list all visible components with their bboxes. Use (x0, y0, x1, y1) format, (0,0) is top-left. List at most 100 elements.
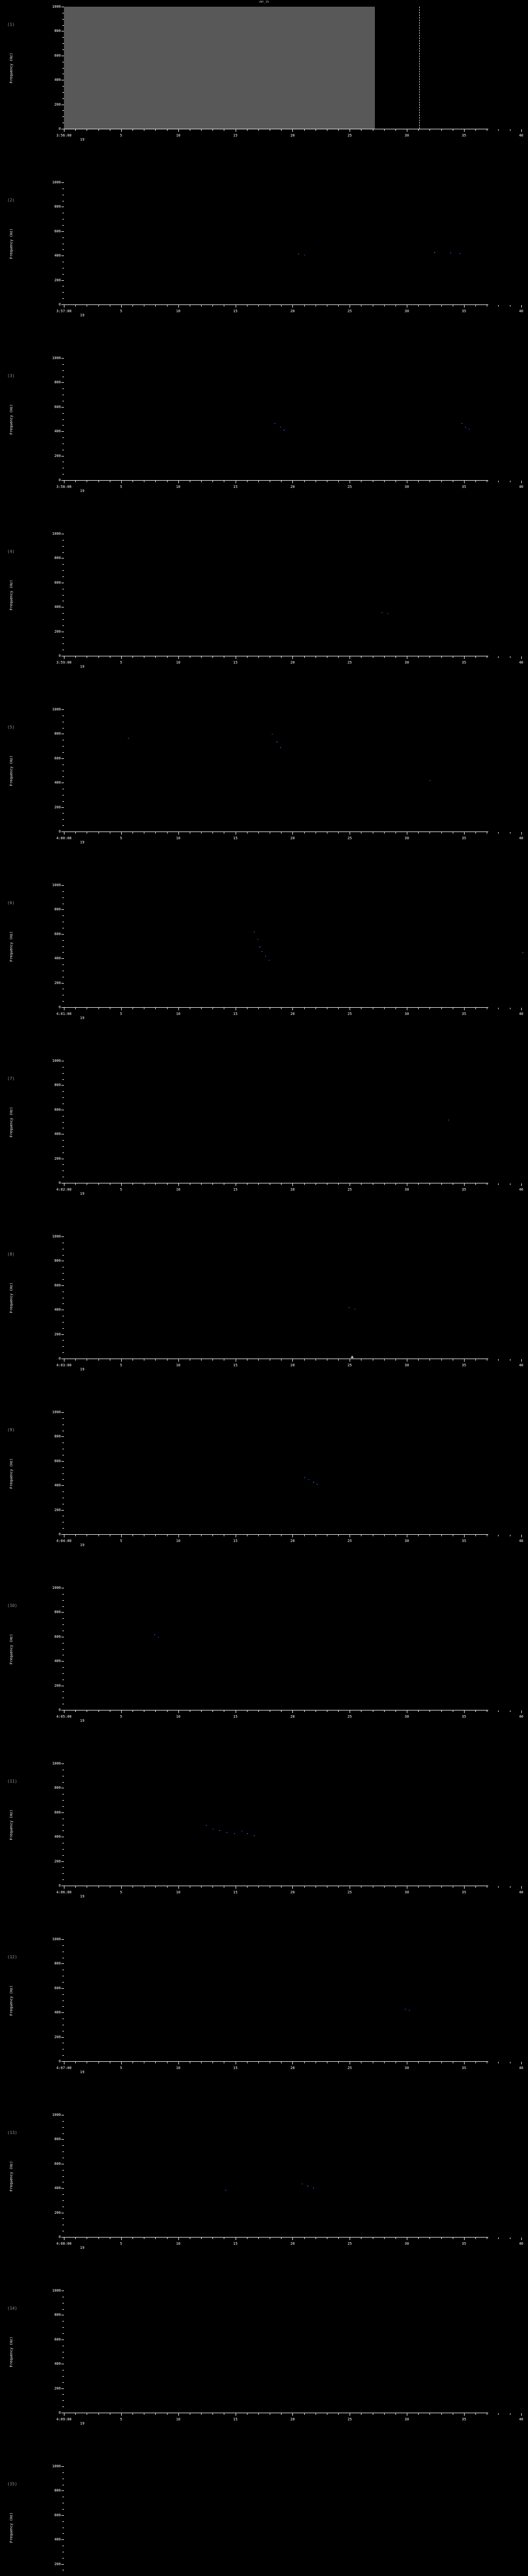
x-tick-label: 30 (404, 1188, 409, 1192)
plot-area[interactable] (64, 1236, 528, 1359)
x-tick-minor (418, 656, 419, 658)
y-tick-minor (62, 2218, 64, 2219)
y-tick-major (61, 1939, 64, 1940)
x-tick-major (178, 2413, 179, 2416)
x-tick-label: 10 (176, 2417, 180, 2421)
x-tick-label: 35 (461, 1363, 467, 1367)
y-tick-label: 400 (54, 2186, 61, 2191)
x-tick-minor (167, 1886, 168, 1888)
plot-area[interactable] (64, 2291, 528, 2413)
y-tick-minor (62, 2333, 64, 2334)
x-tick-label: 10 (176, 2066, 180, 2070)
x-tick-minor (338, 2062, 339, 2063)
x-tick-label-sub: 19 (80, 313, 85, 317)
x-tick-label: 40 (519, 1012, 523, 1016)
x-tick-minor (201, 2062, 202, 2063)
plot-area[interactable] (64, 1588, 528, 1710)
x-tick-minor (498, 1183, 499, 1185)
x-tick-major (292, 2238, 293, 2240)
x-tick-minor (258, 832, 259, 834)
y-tick-label: 1000 (52, 707, 61, 711)
y-tick-minor (62, 1164, 64, 1165)
y-tick-minor (62, 1649, 64, 1650)
x-tick-minor (475, 1886, 476, 1888)
y-tick-major (61, 1510, 64, 1511)
plot-area[interactable] (64, 2466, 528, 2576)
data-point (298, 253, 300, 255)
y-axis-label: Frequency (Hz) (9, 1985, 13, 2016)
x-tick-minor (304, 2062, 305, 2063)
data-point (308, 1479, 310, 1481)
x-tick-major (521, 1710, 522, 1713)
x-tick-major (521, 1886, 522, 1889)
y-tick-minor (62, 897, 64, 898)
y-tick-minor (62, 813, 64, 814)
x-tick-major (521, 305, 522, 308)
x-tick-minor (475, 1535, 476, 1536)
x-tick-minor (384, 2413, 385, 2415)
x-tick-minor (98, 1183, 99, 1185)
x-tick-minor (475, 1183, 476, 1185)
y-tick-label: 800 (54, 1610, 61, 1615)
plot-area[interactable] (64, 358, 528, 480)
x-tick-major (464, 305, 465, 308)
x-tick-minor (304, 129, 305, 131)
x-tick-label: 40 (519, 1890, 523, 1894)
y-tick-label: 800 (54, 1434, 61, 1439)
y-tick-minor (62, 298, 64, 299)
x-tick-minor (418, 2413, 419, 2415)
y-tick-minor (62, 86, 64, 87)
x-tick-label-sub: 19 (80, 138, 85, 142)
y-tick-major (61, 2466, 64, 2467)
x-tick-label-start: 4:06:00 (56, 1890, 72, 1894)
x-tick-minor (281, 1359, 282, 1361)
x-tick-minor (475, 305, 476, 307)
y-tick-label: 800 (54, 2137, 61, 2142)
x-tick-minor (441, 305, 442, 307)
x-tick-label-sub: 19 (80, 1016, 85, 1020)
y-tick-minor (62, 2006, 64, 2007)
x-tick-label: 35 (461, 309, 467, 313)
plot-area[interactable] (64, 182, 528, 304)
x-tick-label: 30 (404, 2417, 409, 2421)
x-tick-minor (475, 656, 476, 658)
panel-index-label: (1) (7, 22, 15, 27)
x-tick-minor (155, 2238, 156, 2239)
plot-area[interactable] (64, 1939, 528, 2061)
x-tick-minor (167, 1008, 168, 1009)
selection-marker[interactable] (350, 1355, 354, 1358)
plot-area[interactable] (64, 709, 528, 832)
plot-area[interactable] (64, 7, 528, 129)
y-tick-minor (62, 1479, 64, 1480)
plot-area[interactable] (64, 534, 528, 656)
x-tick-minor (498, 1886, 499, 1888)
y-tick-minor (62, 825, 64, 826)
y-tick-minor (62, 1624, 64, 1625)
x-tick-minor (338, 129, 339, 131)
data-point (316, 1483, 318, 1485)
x-tick-minor (167, 305, 168, 307)
x-tick-minor (281, 2062, 282, 2063)
plot-area[interactable] (64, 885, 528, 1007)
x-tick-major (121, 1535, 122, 1537)
y-tick-label: 0 (58, 1708, 61, 1712)
data-point (313, 1482, 315, 1483)
x-tick-minor (384, 481, 385, 482)
plot-area[interactable] (64, 1764, 528, 1886)
x-tick-label: 15 (233, 660, 238, 665)
plot-area[interactable] (64, 2115, 528, 2237)
plot-area[interactable] (64, 1412, 528, 1534)
x-tick-label: 40 (519, 660, 523, 665)
x-tick-label: 30 (404, 485, 409, 489)
y-tick-label: 0 (58, 1884, 61, 1888)
x-tick-major (178, 1710, 179, 1713)
plot-area[interactable] (64, 1061, 528, 1183)
y-tick-label: 200 (54, 1507, 61, 1512)
x-tick-major (178, 1535, 179, 1537)
axis-spine-bottom (64, 1534, 488, 1535)
x-tick-label-sub: 19 (80, 2246, 85, 2250)
x-tick-minor (155, 1710, 156, 1712)
x-tick-minor (281, 1535, 282, 1536)
y-tick-major (61, 1661, 64, 1662)
y-tick-major (61, 807, 64, 808)
